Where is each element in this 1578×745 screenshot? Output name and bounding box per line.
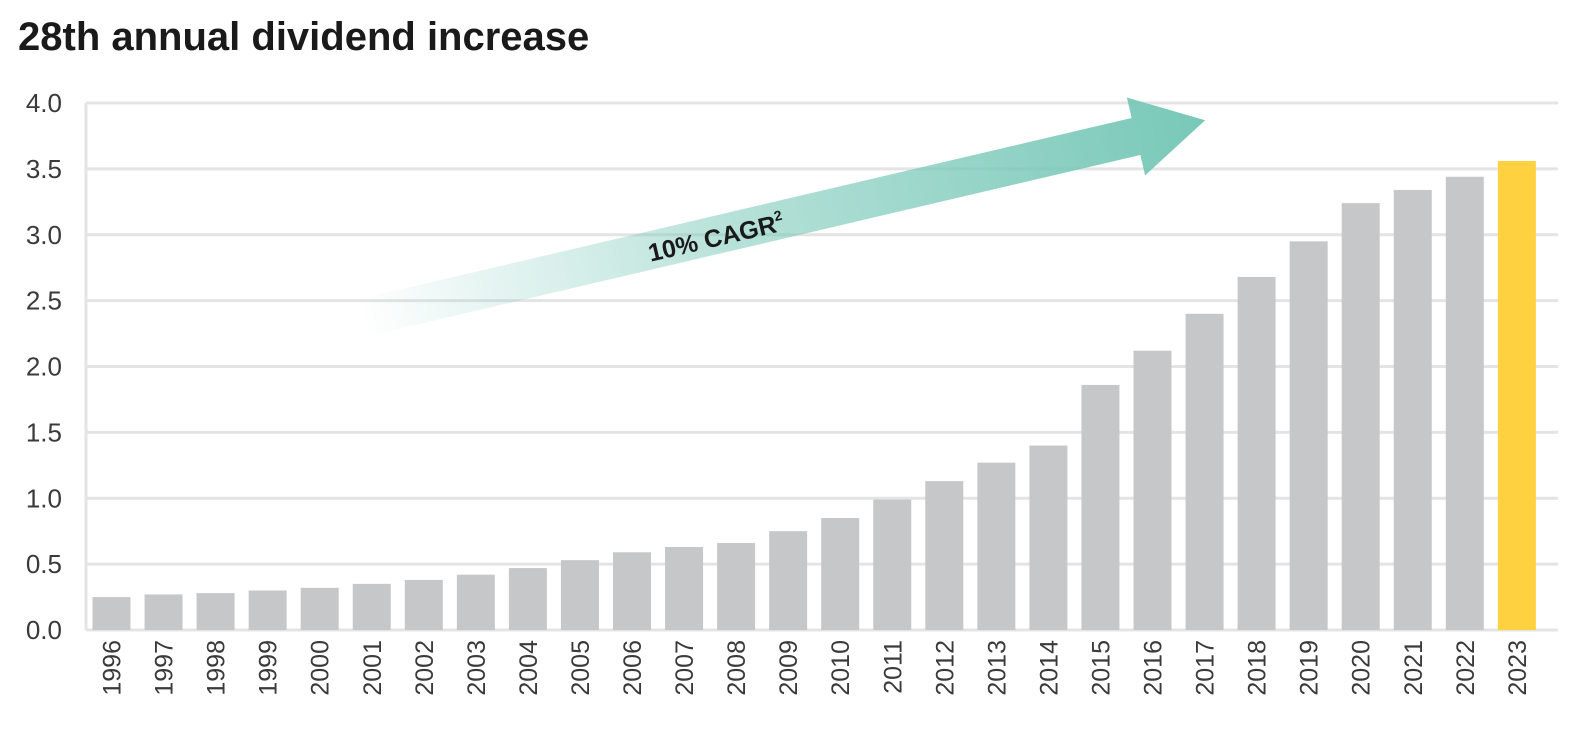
bar [1185,313,1224,630]
y-tick-label: 0.5 [26,549,62,579]
bar [144,594,183,630]
bar [1029,445,1068,630]
x-tick-label: 2002 [411,640,439,696]
y-tick-label: 1.0 [26,483,62,513]
bar [1081,384,1120,630]
bar [404,579,443,630]
bar [665,546,704,630]
y-tick-label: 2.5 [26,286,62,316]
y-axis: 0.0 0.5 1.0 1.5 2.0 2.5 3.0 3.5 4.0 [26,88,62,645]
x-axis: 1996 1997 1998 1999 2000 2001 2002 2003 2004 2005… [99,640,1532,696]
bar [1393,189,1432,630]
x-tick-label: 2011 [879,640,907,694]
x-tick-label: 2004 [515,640,543,696]
bar [1341,203,1380,630]
y-tick-label: 2.0 [26,352,62,382]
x-tick-label: 2003 [463,640,491,696]
bar [1237,276,1276,630]
x-tick-label: 2007 [671,640,699,696]
bar-highlight [1497,160,1536,630]
cagr-arrow: 10% CAGR2 [357,97,1206,337]
y-tick-label: 4.0 [26,88,62,118]
bar [717,543,756,630]
bar [196,593,235,630]
x-tick-label: 1998 [203,640,231,696]
bar [1289,241,1328,630]
x-tick-label: 1999 [255,640,283,696]
x-tick-label: 2016 [1140,640,1168,696]
x-tick-label: 2017 [1192,640,1220,696]
bar [925,481,964,630]
x-tick-label: 2019 [1296,640,1324,696]
x-tick-label: 2009 [775,640,803,696]
chart-title: 28th annual dividend increase [18,15,589,59]
x-tick-label: 2022 [1452,640,1480,696]
x-tick-label: 2000 [307,640,335,696]
x-tick-label: 2006 [619,640,647,696]
bar [821,518,860,630]
y-tick-label: 1.5 [26,417,62,447]
x-tick-label: 2020 [1348,640,1376,696]
x-tick-label: 2015 [1087,640,1115,696]
x-tick-label: 2010 [827,640,855,696]
cagr-label-superscript: 2 [772,207,783,224]
bar [508,568,547,630]
x-tick-label: 1997 [151,640,179,696]
bar [977,462,1016,630]
x-tick-label: 2013 [983,640,1011,696]
x-tick-label: 2008 [723,640,751,696]
bar [560,560,599,630]
bar [873,499,912,630]
x-tick-label: 2018 [1244,640,1272,696]
y-tick-label: 3.5 [26,154,62,184]
gridlines [84,101,1558,632]
y-tick-label: 0.0 [26,615,62,645]
bar [613,552,651,630]
bar [248,590,287,630]
x-tick-label: 2012 [931,640,959,696]
x-tick-label: 1996 [99,640,127,696]
bar [352,583,391,630]
bar [1133,350,1172,630]
x-tick-label: 2001 [359,640,387,696]
x-tick-label: 2005 [567,640,595,696]
cagr-arrow-shape [357,97,1206,337]
bars [92,160,1536,630]
x-tick-label: 2021 [1400,640,1428,696]
bar [456,574,495,630]
bar [300,587,339,630]
x-tick-label: 2014 [1035,640,1063,696]
x-tick-label: 2023 [1504,640,1532,696]
y-tick-label: 3.0 [26,220,62,250]
bar [1445,176,1484,630]
bar [769,531,808,630]
bar [92,597,131,630]
